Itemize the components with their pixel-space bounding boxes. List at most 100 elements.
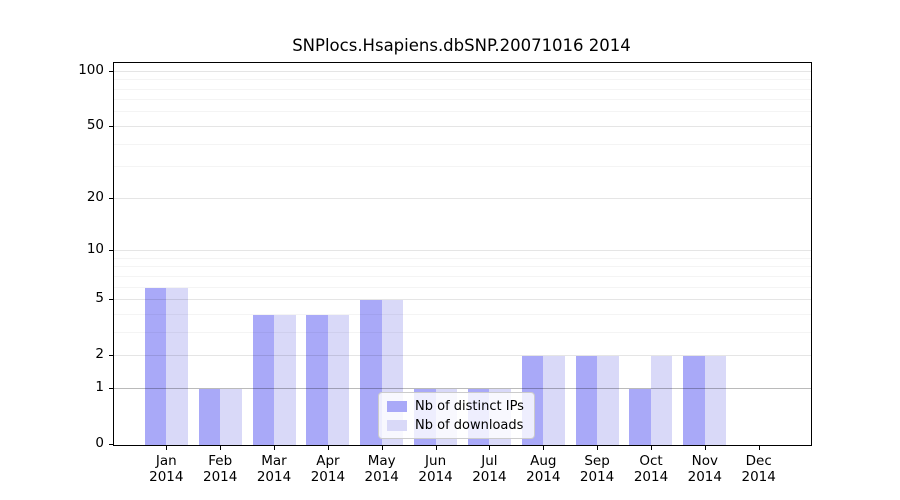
chart-title: SNPlocs.Hsapiens.dbSNP.20071016 2014	[292, 36, 631, 55]
x-tick-label: Nov 2014	[675, 453, 735, 485]
x-tick-year: 2014	[687, 469, 722, 485]
x-tick-year: 2014	[364, 469, 399, 485]
y-tick-label: 2	[95, 346, 104, 363]
x-tick-year: 2014	[741, 469, 776, 485]
y-tick-mark	[109, 197, 113, 199]
x-tick-label: Jun 2014	[406, 453, 466, 485]
y-tick-mark	[109, 125, 113, 127]
y-tick-mark	[109, 70, 113, 72]
legend-label-distinct-ips: Nb of distinct IPs	[415, 398, 524, 414]
x-tick-label: May 2014	[352, 453, 412, 485]
gridline-minor	[114, 143, 811, 145]
x-tick-label: Dec 2014	[729, 453, 789, 485]
x-tick-month: Feb	[208, 453, 233, 469]
bar-downloads	[650, 356, 673, 445]
legend-label-downloads: Nb of downloads	[415, 417, 524, 433]
gridline-minor	[114, 286, 811, 288]
x-tick-year: 2014	[203, 469, 238, 485]
gridline-minor	[114, 331, 811, 333]
y-tick-mark	[109, 355, 113, 357]
x-tick-label: Aug 2014	[513, 453, 573, 485]
x-tick-mark	[597, 446, 599, 450]
gridline-major	[114, 250, 811, 251]
x-tick-label: Apr 2014	[298, 453, 358, 485]
bar-downloads	[327, 314, 350, 445]
x-tick-month: Jan	[155, 453, 177, 469]
x-tick-month: Sep	[584, 453, 610, 469]
bar-distinct-ips	[575, 356, 598, 445]
bar-downloads	[220, 388, 242, 445]
x-tick-month: Oct	[639, 453, 663, 469]
bar-distinct-ips	[360, 300, 382, 445]
x-tick-month: Nov	[691, 453, 718, 469]
x-tick-year: 2014	[149, 469, 184, 485]
gridline-minor	[114, 111, 811, 113]
y-tick-label: 10	[86, 241, 104, 257]
gridline-major	[114, 355, 811, 357]
y-tick-mark	[109, 250, 113, 251]
bar-downloads	[274, 314, 296, 445]
x-tick-mark	[543, 446, 545, 450]
x-tick-month: Jun	[425, 453, 447, 469]
gridline-major	[114, 197, 811, 199]
x-tick-month: Mar	[261, 453, 287, 469]
x-tick-mark	[327, 446, 329, 450]
gridline-major-emphasized	[114, 387, 811, 389]
y-tick-label: 100	[78, 61, 104, 78]
y-tick-label: 5	[95, 290, 104, 307]
x-tick-month: Aug	[530, 453, 557, 469]
gridline-minor	[114, 257, 811, 259]
bar-downloads	[543, 356, 565, 445]
plot-area	[113, 62, 812, 446]
bar-downloads	[704, 356, 727, 445]
x-tick-year: 2014	[472, 469, 507, 485]
gridline-major	[114, 70, 811, 72]
legend: Nb of distinct IPs Nb of downloads	[378, 392, 535, 439]
bar-downloads	[597, 356, 619, 445]
x-tick-mark	[758, 446, 760, 450]
x-tick-year: 2014	[633, 469, 669, 485]
x-tick-month: Dec	[745, 453, 772, 469]
x-tick-year: 2014	[418, 469, 453, 485]
y-tick-mark	[109, 387, 113, 389]
x-tick-label: Oct 2014	[621, 453, 681, 485]
gridline-minor	[114, 79, 811, 81]
gridline-minor	[114, 275, 811, 277]
x-tick-label: Mar 2014	[244, 453, 304, 485]
x-tick-mark	[435, 446, 437, 450]
bar-distinct-ips	[306, 314, 328, 445]
x-tick-month: May	[367, 453, 396, 469]
x-tick-label: Sep 2014	[567, 453, 627, 485]
x-tick-label: Jul 2014	[459, 453, 519, 485]
y-tick-label: 1	[95, 378, 104, 395]
x-tick-mark	[166, 446, 168, 450]
x-tick-year: 2014	[526, 469, 561, 485]
y-tick-label: 0	[95, 435, 104, 451]
x-tick-mark	[489, 446, 491, 450]
legend-swatch-downloads	[387, 419, 407, 431]
x-tick-year: 2014	[579, 469, 615, 485]
x-tick-year: 2014	[310, 469, 346, 485]
x-tick-mark	[220, 446, 222, 450]
gridline-minor	[114, 266, 811, 268]
gridline-major	[114, 299, 811, 300]
bar-distinct-ips	[629, 388, 651, 445]
x-tick-year: 2014	[256, 469, 292, 485]
y-tick-label: 20	[86, 188, 104, 205]
y-tick-mark	[109, 444, 113, 445]
x-tick-month: Apr	[316, 453, 340, 469]
bar-distinct-ips	[198, 388, 221, 445]
x-tick-month: Jul	[481, 453, 498, 469]
gridline-minor	[114, 88, 811, 90]
legend-swatch-distinct-ips	[387, 400, 407, 412]
bar-distinct-ips	[144, 287, 167, 445]
bar-distinct-ips	[252, 314, 274, 445]
gridlines-layer	[114, 63, 811, 445]
x-tick-label: Jan 2014	[136, 453, 196, 485]
x-tick-mark	[274, 446, 275, 450]
x-tick-mark	[704, 446, 706, 450]
bar-downloads	[166, 287, 188, 445]
x-tick-label: Feb 2014	[190, 453, 250, 485]
legend-item-downloads: Nb of downloads	[387, 417, 524, 433]
